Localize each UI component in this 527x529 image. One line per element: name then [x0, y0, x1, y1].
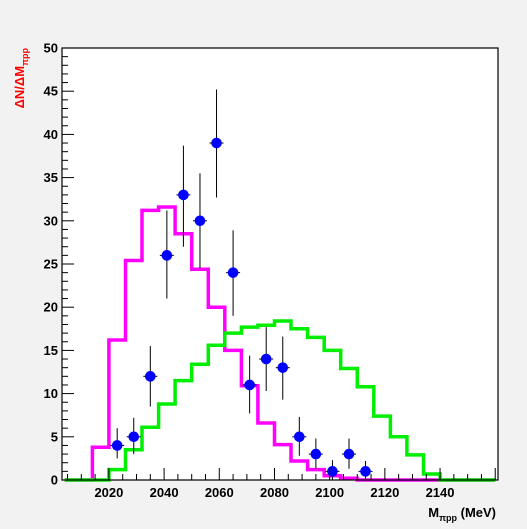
- y-tick-label: 0: [51, 473, 58, 488]
- point-marker: [194, 215, 206, 227]
- point-marker: [343, 448, 355, 460]
- data-point: [209, 89, 224, 198]
- y-tick-label: 45: [44, 84, 58, 99]
- point-marker: [310, 448, 322, 460]
- y-tick-label: 25: [44, 257, 58, 272]
- points-layer: [110, 89, 373, 480]
- data-point: [110, 428, 125, 459]
- y-tick-label: 30: [44, 213, 58, 228]
- data-point: [259, 327, 274, 392]
- x-tick-label: 2140: [426, 485, 455, 500]
- y-tick-label: 40: [44, 127, 58, 142]
- point-marker: [111, 440, 123, 451]
- data-point: [308, 438, 323, 469]
- y-tick-label: 35: [44, 170, 58, 185]
- point-marker: [294, 431, 305, 443]
- y-tick-label: 50: [44, 41, 58, 56]
- point-marker: [260, 353, 272, 365]
- y-tick-label: 15: [44, 343, 58, 358]
- data-point: [143, 346, 158, 407]
- x-tick-label: 2120: [370, 485, 399, 500]
- point-marker: [277, 362, 289, 373]
- point-marker: [128, 431, 140, 443]
- x-tick-label: 2020: [94, 485, 123, 500]
- y-tick-label: 10: [44, 386, 58, 401]
- y-tick-label: 5: [51, 429, 58, 444]
- point-marker: [211, 137, 222, 149]
- x-tick-label: 2100: [315, 485, 344, 500]
- data-point: [341, 438, 356, 469]
- data-point: [192, 173, 207, 269]
- x-axis-title: Mπpp (MeV): [428, 505, 496, 523]
- data-point: [176, 145, 191, 247]
- data-point: [358, 460, 373, 480]
- data-point: [275, 336, 290, 400]
- point-marker: [244, 379, 255, 391]
- axis-layer: 2020 2040 2060 2080 2100 2120 2140 0 5 10 15 20 25 30…: [44, 41, 496, 500]
- point-marker: [360, 466, 371, 477]
- y-axis-title: ΔN/ΔMπpp: [12, 48, 30, 109]
- data-point: [226, 230, 241, 316]
- point-marker: [178, 189, 189, 201]
- data-point: [292, 416, 307, 456]
- point-marker: [161, 250, 173, 261]
- data-point: [126, 417, 141, 455]
- y-tick-label: 20: [44, 300, 58, 315]
- data-point: [242, 355, 257, 414]
- point-marker: [227, 267, 239, 278]
- data-point: [159, 210, 174, 299]
- x-tick-label: 2080: [260, 485, 289, 500]
- point-marker: [145, 371, 156, 382]
- point-marker: [327, 466, 338, 477]
- x-tick-label: 2040: [150, 485, 179, 500]
- x-tick-label: 2060: [205, 485, 234, 500]
- series-layer: [64, 205, 496, 482]
- plot-area: [62, 48, 498, 480]
- histogram-series-1: [64, 319, 496, 482]
- histogram-series-0: [64, 205, 496, 482]
